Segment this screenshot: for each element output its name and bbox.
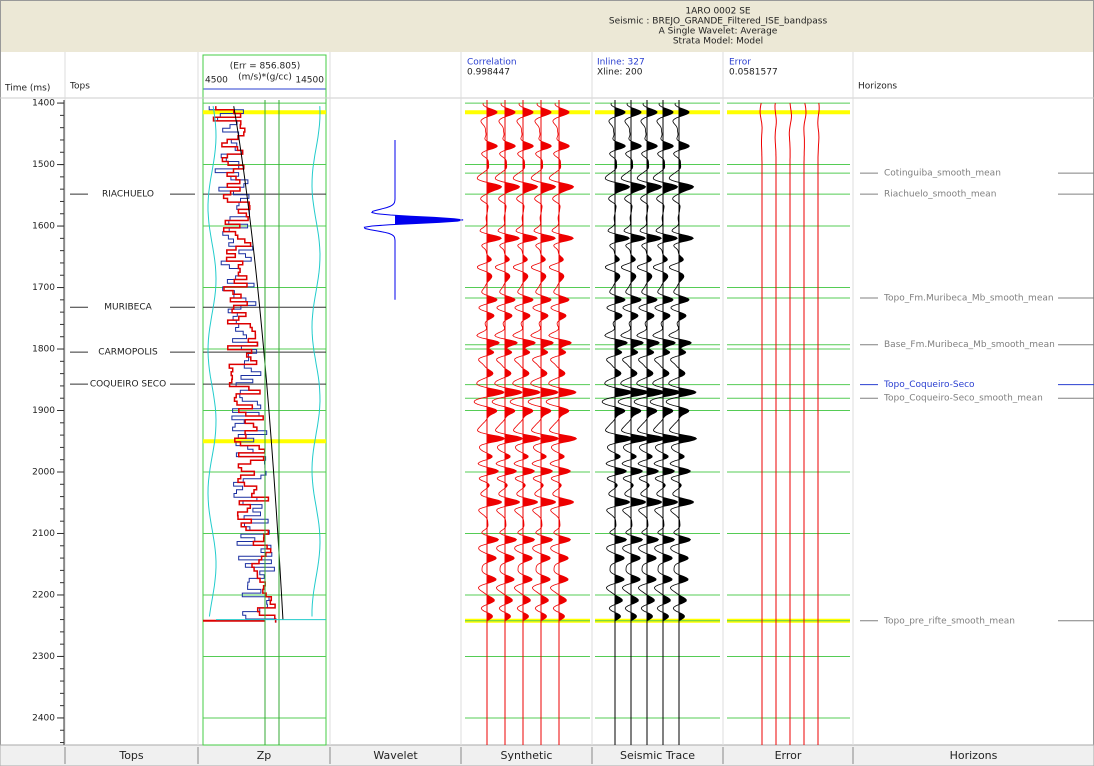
horizon-label: Topo_Coqueiro-Seco_smooth_mean — [883, 394, 1043, 404]
time-tick-label: 2000 — [32, 467, 55, 477]
time-tick-label: 2400 — [32, 713, 55, 723]
time-tick-label: 1900 — [32, 406, 55, 416]
time-tick-label: 1400 — [32, 99, 55, 109]
wiggle — [509, 103, 542, 622]
error-trace — [759, 102, 763, 745]
tab-label: Synthetic — [501, 749, 553, 762]
top-label: MURIBECA — [104, 303, 152, 313]
zp-min: 4500 — [205, 76, 228, 86]
tab[interactable]: Error — [722, 747, 802, 764]
zp-trend — [233, 106, 284, 620]
tab-label: Tops — [118, 749, 144, 762]
wiggle — [491, 103, 524, 622]
time-tick-label: 2300 — [32, 652, 55, 662]
time-tick-label: 2200 — [32, 590, 55, 600]
zp-unit: (m/s)*(g/cc) — [238, 73, 292, 83]
horizons-title: Horizons — [858, 82, 897, 92]
wiggle — [617, 103, 650, 622]
horizon-label-bg — [878, 614, 1058, 627]
top-label: CARMOPOLIS — [98, 348, 158, 358]
tab[interactable]: Horizons — [852, 747, 998, 764]
tab-label: Seismic Trace — [620, 749, 695, 762]
horizon-label-bg — [878, 167, 1058, 180]
header-line: A Single Wavelet: Average — [659, 27, 778, 37]
header-line: Strata Model: Model — [673, 37, 763, 47]
zp-cyan — [207, 106, 217, 617]
wavelet-fill — [395, 139, 464, 300]
top-label: COQUEIRO SECO — [90, 380, 166, 390]
error-value: 0.0581577 — [729, 68, 778, 78]
wiggle — [527, 103, 560, 622]
wiggle — [633, 103, 666, 622]
top-label-bg — [88, 378, 170, 391]
tab[interactable]: Synthetic — [460, 747, 553, 764]
tab-label: Zp — [257, 749, 272, 762]
time-tick-label: 1700 — [32, 283, 55, 293]
time-tick-label: 1500 — [32, 160, 55, 170]
horizon-label: Base_Fm.Muribeca_Mb_smooth_mean — [884, 340, 1055, 350]
time-tick-label: 1800 — [32, 345, 55, 355]
correlation-label: Correlation — [467, 58, 517, 68]
error-trace — [803, 102, 807, 745]
error-trace — [774, 103, 777, 745]
tab[interactable]: Zp — [197, 747, 272, 764]
correlation-value: 0.998447 — [467, 68, 510, 78]
time-axis-label: Time (ms) — [4, 84, 50, 94]
error-trace — [788, 103, 793, 745]
header-line: 1ARO 0002 SE — [685, 7, 751, 17]
top-label-bg — [88, 346, 170, 359]
wiggle — [545, 103, 578, 622]
top-label-bg — [88, 188, 170, 201]
top-label-bg — [88, 301, 170, 314]
time-tick-label: 2100 — [32, 529, 55, 539]
tab-label: Horizons — [950, 749, 998, 762]
tab-label: Wavelet — [373, 749, 418, 762]
wiggle — [665, 103, 698, 622]
horizon-label-bg — [878, 392, 1058, 405]
zp-cyan — [311, 106, 321, 617]
error-label: Error — [729, 58, 751, 68]
header-line: Seismic : BREJO_GRANDE_Filtered_ISE_band… — [609, 17, 828, 27]
xline-label: Xline: 200 — [597, 68, 643, 78]
horizon-label-bg — [878, 378, 1058, 391]
horizon-label: Topo_pre_rifte_smooth_mean — [883, 616, 1015, 626]
top-label: RIACHUELO — [102, 190, 154, 200]
tab[interactable]: Seismic Trace — [591, 747, 695, 764]
tops-title: Tops — [69, 82, 90, 92]
wavelet — [363, 140, 464, 300]
horizon-label-bg — [878, 188, 1058, 201]
horizon-label-bg — [878, 338, 1058, 351]
header-band — [0, 0, 1094, 52]
tab[interactable]: Tops — [64, 747, 144, 764]
wiggle — [473, 103, 506, 622]
inline-label: Inline: 327 — [597, 58, 645, 68]
tab[interactable]: Wavelet — [329, 747, 418, 764]
horizon-label: Topo_Coqueiro-Seco — [883, 380, 975, 390]
zp-error: (Err = 856.805) — [230, 62, 300, 72]
wiggle — [649, 103, 682, 622]
horizon-label: Cotinguiba_smooth_mean — [884, 169, 1001, 179]
zp-log — [212, 106, 277, 623]
time-tick-label: 1600 — [32, 222, 55, 232]
tab-label: Error — [775, 749, 802, 762]
zp-max: 14500 — [295, 76, 324, 86]
tab-bar — [0, 744, 1094, 766]
error-trace — [817, 103, 820, 745]
wiggle — [601, 103, 634, 622]
horizon-label-bg — [878, 291, 1058, 304]
horizon-label: Topo_Fm.Muribeca_Mb_smooth_mean — [883, 293, 1054, 303]
horizon-label: Riachuelo_smooth_mean — [884, 190, 996, 200]
